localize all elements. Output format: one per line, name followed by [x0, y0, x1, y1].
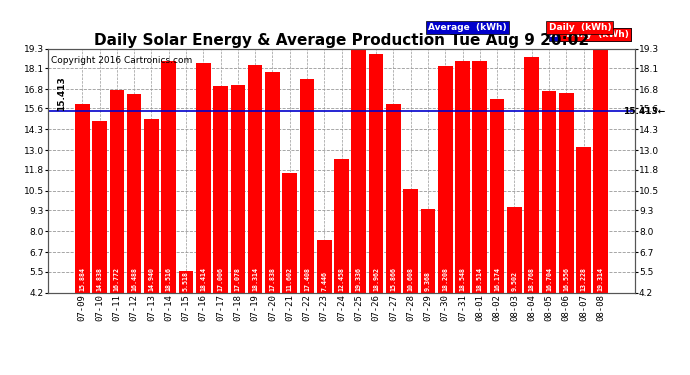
Bar — [213, 86, 228, 292]
Bar — [351, 48, 366, 292]
Bar — [265, 72, 279, 292]
Bar — [576, 147, 591, 292]
Text: 17.838: 17.838 — [269, 267, 275, 291]
Bar — [368, 54, 384, 292]
Text: 17.408: 17.408 — [304, 267, 310, 291]
Bar — [230, 85, 245, 292]
Text: 18.514: 18.514 — [477, 267, 483, 291]
Text: 11.602: 11.602 — [287, 267, 293, 291]
Text: 16.556: 16.556 — [563, 267, 569, 291]
Text: 9.368: 9.368 — [425, 271, 431, 291]
Text: Daily  (kWh): Daily (kWh) — [560, 30, 629, 39]
Text: 5.518: 5.518 — [183, 271, 189, 291]
Bar — [92, 121, 107, 292]
Bar — [507, 207, 522, 292]
Bar — [248, 64, 262, 292]
Bar — [455, 61, 470, 292]
Text: 18.768: 18.768 — [529, 267, 535, 291]
Text: 16.174: 16.174 — [494, 267, 500, 291]
Text: Average  (kWh): Average (kWh) — [428, 23, 506, 32]
Text: 18.516: 18.516 — [166, 267, 172, 291]
Text: Daily  (kWh): Daily (kWh) — [549, 23, 611, 32]
Text: 7.446: 7.446 — [322, 271, 327, 291]
Text: 15.413: 15.413 — [57, 77, 66, 111]
Text: 18.414: 18.414 — [200, 267, 206, 291]
Bar — [317, 240, 332, 292]
Text: 13.228: 13.228 — [580, 267, 586, 291]
Text: Average  (kWh): Average (kWh) — [551, 30, 629, 39]
Bar — [524, 57, 539, 292]
Bar — [559, 93, 573, 292]
Text: 10.608: 10.608 — [408, 267, 414, 291]
Title: Daily Solar Energy & Average Production Tue Aug 9 20:02: Daily Solar Energy & Average Production … — [94, 33, 589, 48]
Text: Copyright 2016 Cartronics.com: Copyright 2016 Cartronics.com — [51, 56, 193, 65]
Text: 15.866: 15.866 — [391, 267, 396, 291]
Text: 16.488: 16.488 — [131, 267, 137, 291]
Bar — [179, 271, 193, 292]
Text: 9.502: 9.502 — [511, 271, 518, 291]
Bar — [196, 63, 210, 292]
Bar — [404, 189, 418, 292]
Text: 19.336: 19.336 — [356, 267, 362, 291]
Text: 19.314: 19.314 — [598, 267, 604, 291]
Bar — [334, 159, 349, 292]
Bar — [386, 104, 401, 292]
Bar — [438, 66, 453, 292]
Bar — [299, 79, 315, 292]
Bar — [161, 62, 176, 292]
Text: 14.838: 14.838 — [97, 267, 103, 291]
Bar — [593, 48, 608, 292]
Bar — [421, 209, 435, 292]
Text: 14.940: 14.940 — [148, 267, 155, 291]
Text: 16.704: 16.704 — [546, 267, 552, 291]
Bar — [75, 104, 90, 292]
Text: 17.078: 17.078 — [235, 267, 241, 291]
Text: 18.548: 18.548 — [460, 267, 466, 291]
Text: 18.962: 18.962 — [373, 267, 379, 291]
Bar — [282, 173, 297, 292]
Text: 18.314: 18.314 — [252, 267, 258, 291]
Text: 15.413←: 15.413← — [623, 107, 666, 116]
Bar — [110, 90, 124, 292]
Bar — [542, 91, 556, 292]
Text: 15.884: 15.884 — [79, 267, 86, 291]
Text: 17.006: 17.006 — [217, 267, 224, 291]
Bar — [144, 119, 159, 292]
Bar — [490, 99, 504, 292]
Text: 16.772: 16.772 — [114, 267, 120, 291]
Bar — [127, 94, 141, 292]
Text: 18.208: 18.208 — [442, 267, 448, 291]
Text: 12.458: 12.458 — [339, 267, 344, 291]
Bar — [473, 62, 487, 292]
